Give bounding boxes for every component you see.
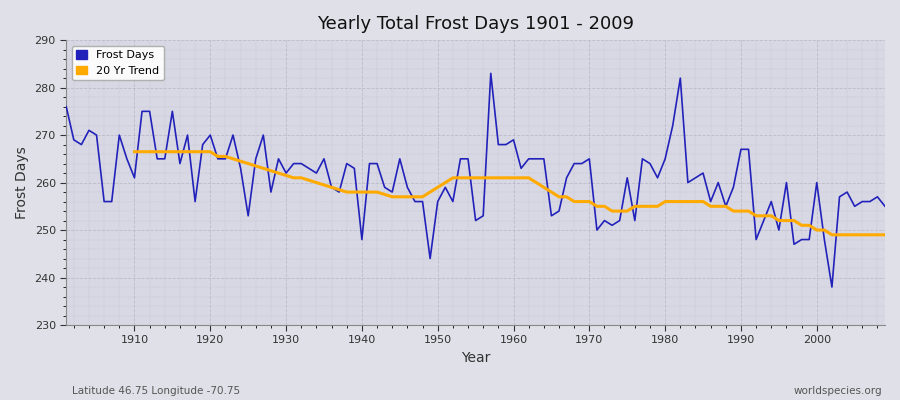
20 Yr Trend [576, 199, 587, 204]
X-axis label: Year: Year [461, 351, 491, 365]
Frost Days [826, 285, 837, 290]
Frost Days [61, 104, 72, 109]
Title: Yearly Total Frost Days 1901 - 2009: Yearly Total Frost Days 1901 - 2009 [317, 15, 634, 33]
Line: Frost Days: Frost Days [67, 73, 885, 287]
Line: 20 Yr Trend: 20 Yr Trend [134, 152, 885, 235]
20 Yr Trend [516, 176, 526, 180]
Legend: Frost Days, 20 Yr Trend: Frost Days, 20 Yr Trend [72, 46, 164, 80]
Frost Days [508, 138, 519, 142]
Text: Latitude 46.75 Longitude -70.75: Latitude 46.75 Longitude -70.75 [72, 386, 240, 396]
Frost Days [122, 156, 132, 161]
Frost Days [334, 190, 345, 194]
Text: worldspecies.org: worldspecies.org [794, 386, 882, 396]
20 Yr Trend [850, 232, 860, 237]
Frost Days [516, 166, 526, 171]
Frost Days [288, 161, 299, 166]
20 Yr Trend [129, 149, 140, 154]
Frost Days [485, 71, 496, 76]
20 Yr Trend [819, 228, 830, 232]
Y-axis label: Frost Days: Frost Days [15, 146, 29, 219]
20 Yr Trend [273, 171, 284, 176]
20 Yr Trend [826, 232, 837, 237]
Frost Days [607, 223, 617, 228]
20 Yr Trend [879, 232, 890, 237]
Frost Days [879, 204, 890, 209]
20 Yr Trend [303, 178, 314, 182]
